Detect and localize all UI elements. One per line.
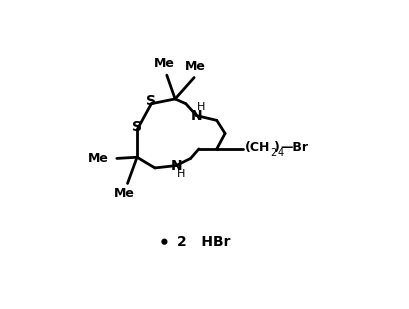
Text: 4: 4 [277,148,283,158]
Text: H: H [197,102,205,112]
Text: S: S [146,94,156,108]
Text: —Br: —Br [281,141,308,154]
Text: 2   HBr: 2 HBr [178,235,231,249]
Text: N: N [171,159,182,172]
Text: S: S [132,120,142,134]
Text: Me: Me [185,60,206,73]
Text: N: N [191,108,202,123]
Text: Me: Me [154,57,175,70]
Text: ): ) [274,141,280,154]
Text: Me: Me [114,188,135,201]
Circle shape [162,239,167,244]
Text: H: H [177,169,185,179]
Text: 2: 2 [270,148,276,158]
Text: Me: Me [88,152,108,165]
Text: (CH: (CH [245,141,271,154]
